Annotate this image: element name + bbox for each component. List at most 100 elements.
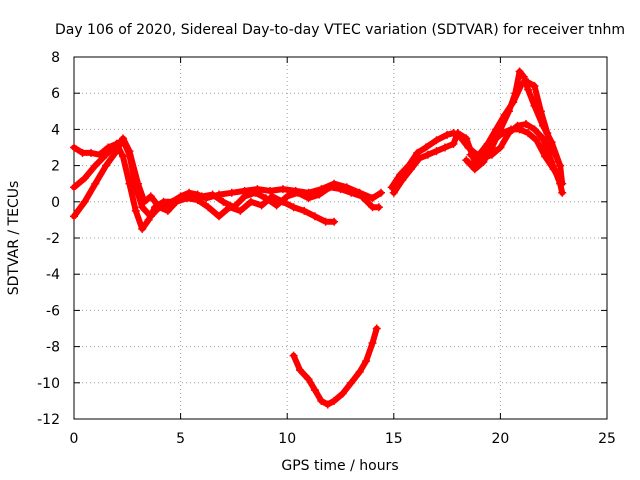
- data-point-marker: [432, 147, 441, 156]
- data-point-marker: [396, 170, 405, 179]
- data-point-marker: [347, 188, 356, 197]
- data-point-marker: [432, 136, 441, 145]
- data-point-marker: [549, 165, 558, 174]
- y-tick-label: 2: [51, 159, 60, 175]
- y-tick-label: 6: [51, 86, 60, 102]
- data-point-marker: [91, 179, 100, 188]
- data-point-marker: [315, 190, 324, 199]
- x-tick-label: 5: [176, 431, 185, 447]
- data-point-marker: [304, 194, 313, 203]
- data-point-marker: [374, 203, 383, 212]
- data-point-marker: [138, 224, 147, 233]
- data-point-marker: [464, 143, 473, 152]
- y-tick-label: 0: [51, 195, 60, 211]
- data-point-marker: [138, 203, 147, 212]
- x-tick-label: 25: [598, 431, 616, 447]
- data-point-marker: [304, 375, 313, 384]
- y-tick-label: -10: [37, 376, 60, 392]
- data-point-marker: [219, 197, 228, 206]
- data-point-marker: [357, 192, 366, 201]
- data-point-marker: [524, 78, 533, 87]
- data-point-marker: [387, 183, 396, 192]
- data-point-marker: [496, 143, 505, 152]
- data-point-marker: [449, 139, 458, 148]
- data-point-marker: [323, 400, 332, 409]
- data-point-marker: [283, 192, 292, 201]
- data-point-marker: [101, 150, 110, 159]
- data-point-marker: [119, 134, 128, 143]
- data-point-marker: [377, 188, 386, 197]
- data-point-marker: [165, 201, 174, 210]
- data-point-marker: [521, 119, 530, 128]
- data-point-marker: [549, 147, 558, 156]
- y-tick-label: -6: [46, 303, 60, 319]
- x-axis-label: GPS time / hours: [281, 458, 398, 474]
- data-point-marker: [368, 194, 377, 203]
- data-point-marker: [251, 188, 260, 197]
- data-point-marker: [440, 143, 449, 152]
- data-point-marker: [266, 186, 275, 195]
- data-point-marker: [462, 156, 471, 165]
- data-point-marker: [70, 212, 78, 221]
- y-tick-label: 8: [51, 50, 60, 66]
- data-point-marker: [515, 125, 524, 134]
- data-point-marker: [70, 143, 78, 152]
- data-point-marker: [133, 179, 142, 188]
- data-point-marker: [479, 157, 488, 166]
- data-point-marker: [362, 357, 371, 366]
- data-point-marker: [368, 338, 377, 347]
- x-tick-label: 10: [278, 431, 296, 447]
- y-tick-label: 4: [51, 122, 60, 138]
- data-point-marker: [507, 125, 516, 134]
- data-point-marker: [449, 129, 458, 138]
- data-point-marker: [519, 72, 528, 81]
- data-point-marker: [330, 396, 339, 405]
- data-point-marker: [509, 98, 518, 107]
- x-tick-label: 15: [385, 431, 403, 447]
- data-point-marker: [146, 212, 155, 221]
- data-point-marker: [78, 148, 87, 157]
- data-point-marker: [112, 147, 121, 156]
- data-point-marker: [487, 143, 496, 152]
- data-point-marker: [355, 367, 364, 376]
- data-point-marker: [539, 134, 548, 143]
- data-point-marker: [295, 366, 304, 375]
- data-point-marker: [325, 183, 334, 192]
- data-point-marker: [524, 129, 533, 138]
- data-point-marker: [470, 157, 479, 166]
- data-point-marker: [455, 132, 464, 141]
- data-point-marker: [80, 174, 89, 183]
- data-point-marker: [413, 148, 422, 157]
- data-point-marker: [475, 150, 484, 159]
- data-point-marker: [530, 125, 539, 134]
- data-point-marker: [515, 67, 524, 76]
- data-point-marker: [541, 152, 550, 161]
- data-point-marker: [155, 203, 164, 212]
- data-point-marker: [404, 161, 413, 170]
- data-point-marker: [261, 194, 270, 203]
- data-point-marker: [543, 129, 552, 138]
- data-point-marker: [140, 197, 149, 206]
- y-axis-label: SDTVAR / TECUs: [6, 181, 22, 296]
- data-point-marker: [257, 201, 266, 210]
- data-point-marker: [289, 203, 298, 212]
- data-point-marker: [532, 136, 541, 145]
- axis-ticks: 0 5 10 15 20 25 -12 -10 -8 -6 -4 -2 0 2 4 6 8: [37, 50, 616, 447]
- y-tick-label: -2: [46, 231, 60, 247]
- data-point-marker: [80, 197, 89, 206]
- data-point-marker: [187, 190, 196, 199]
- data-point-marker: [423, 150, 432, 159]
- plot-frame: [73, 56, 608, 420]
- data-point-marker: [556, 161, 565, 170]
- data-point-marker: [214, 212, 223, 221]
- grid-lines: [74, 57, 607, 419]
- data-point-marker: [131, 206, 140, 215]
- y-tick-label: -4: [46, 267, 60, 283]
- data-point-marker: [272, 201, 281, 210]
- x-tick-label: 0: [70, 431, 79, 447]
- data-point-marker: [240, 192, 249, 201]
- data-point-marker: [443, 130, 452, 139]
- data-point-marker: [558, 188, 567, 197]
- data-point-marker: [278, 185, 287, 194]
